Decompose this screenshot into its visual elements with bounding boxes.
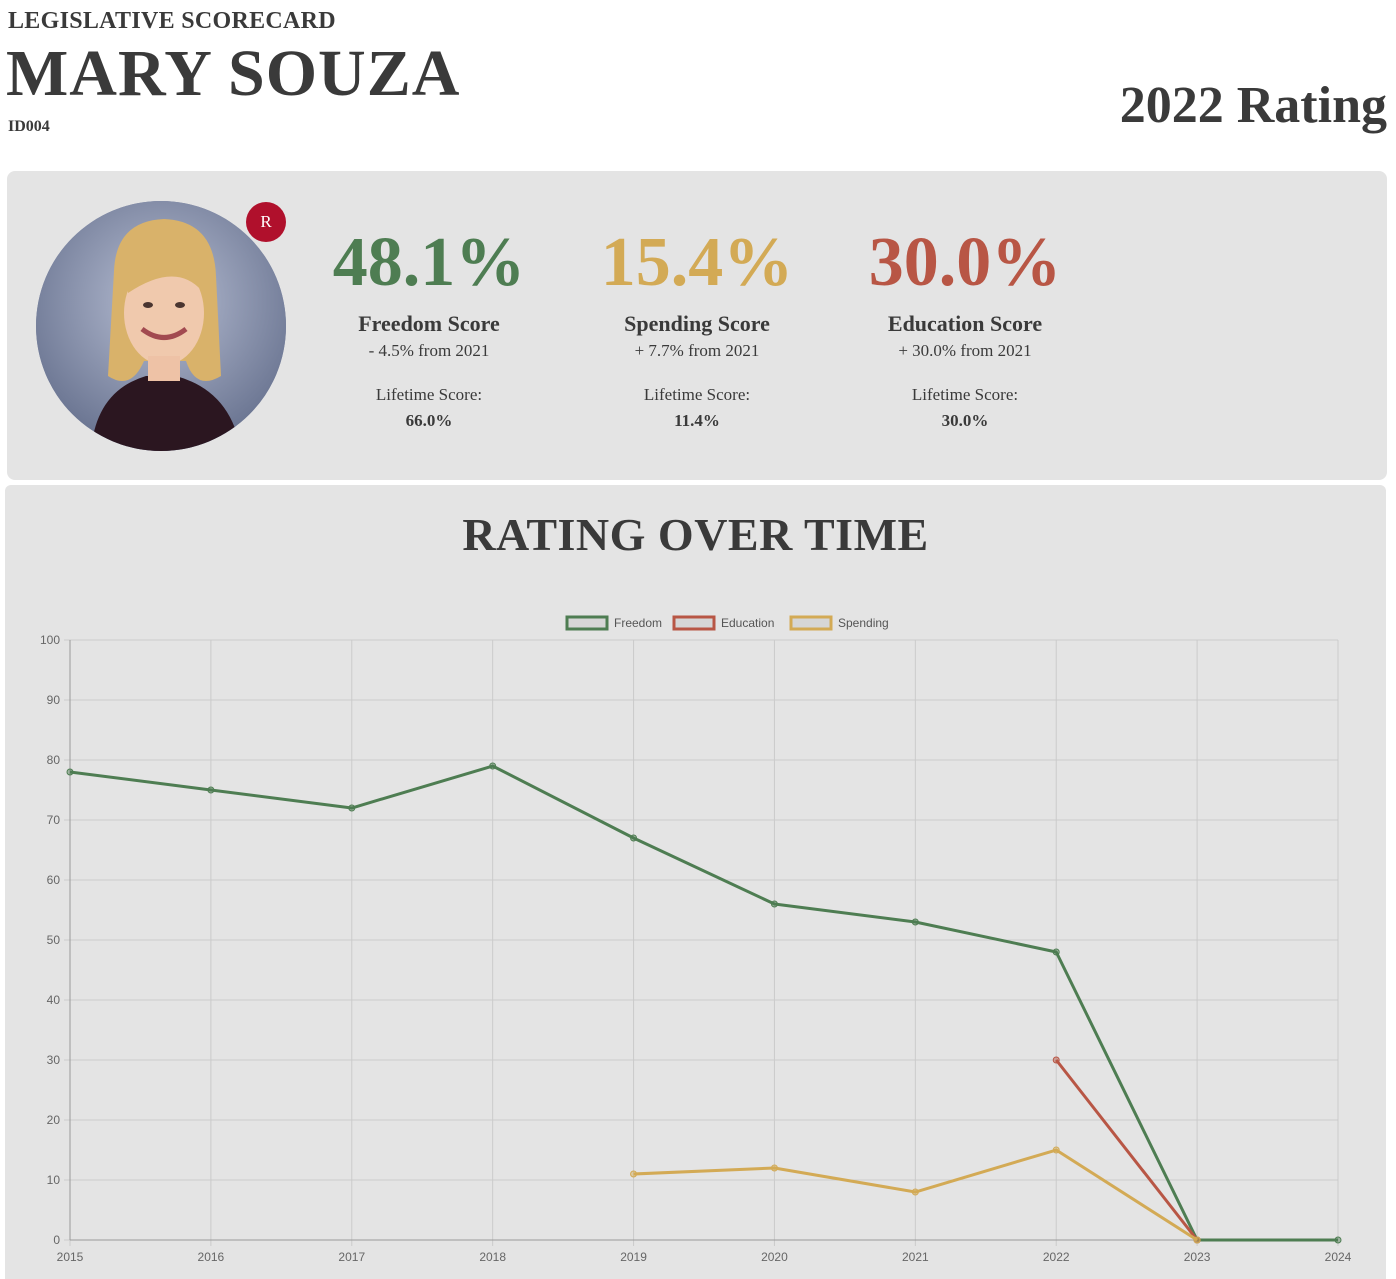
x-tick-label: 2015 — [57, 1250, 84, 1264]
spending-lifetime-label: Lifetime Score: — [643, 385, 751, 404]
education-score-value: 30.0% — [868, 224, 1062, 301]
x-tick-label: 2019 — [620, 1250, 647, 1264]
y-tick-label: 100 — [40, 633, 60, 647]
data-point — [1052, 948, 1060, 956]
x-tick-label: 2021 — [902, 1250, 929, 1264]
data-point — [348, 804, 356, 812]
education-lifetime-value: 30.0% — [941, 411, 989, 430]
data-point — [1193, 1236, 1201, 1244]
legend-swatch — [565, 615, 609, 631]
x-tick-label: 2022 — [1043, 1250, 1070, 1264]
series-line — [633, 1148, 1198, 1242]
party-badge: R — [246, 202, 286, 242]
data-point — [1052, 1056, 1060, 1064]
data-point — [630, 1170, 638, 1178]
y-tick-label: 50 — [47, 933, 61, 947]
rating-over-time-panel: RATING OVER TIME 0 10 20 30 40 50 60 70 80 90 100 2… — [5, 485, 1386, 1279]
x-tick-label: 2018 — [479, 1250, 506, 1264]
spending-score-change: + 7.7% from 2021 — [634, 341, 760, 360]
y-tick-label: 90 — [47, 693, 61, 707]
freedom-lifetime-label: Lifetime Score: — [375, 385, 483, 404]
series-line — [1055, 1059, 1199, 1241]
data-point — [207, 786, 215, 794]
x-tick-label: 2016 — [198, 1250, 225, 1264]
y-tick-label: 60 — [47, 873, 61, 887]
data-point — [630, 834, 638, 842]
data-point — [66, 768, 74, 776]
education-score-label: Education Score — [887, 311, 1043, 336]
education-lifetime-label: Lifetime Score: — [911, 385, 1019, 404]
y-tick-label: 70 — [47, 813, 61, 827]
data-point — [770, 900, 778, 908]
rating-line-chart: 0 10 20 30 40 50 60 70 80 90 100 2015 2016 2017 2018 20… — [40, 615, 1352, 1264]
legend-label: Freedom — [614, 616, 662, 630]
series-line — [69, 764, 1338, 1242]
y-tick-label: 10 — [47, 1173, 61, 1187]
freedom-score-change: - 4.5% from 2021 — [368, 341, 490, 360]
data-point — [1334, 1236, 1342, 1244]
portrait-image — [36, 201, 286, 451]
y-tick-label: 80 — [47, 753, 61, 767]
x-tick-label: 2024 — [1325, 1250, 1352, 1264]
y-tick-label: 20 — [47, 1113, 61, 1127]
data-point — [770, 1164, 778, 1172]
district-code: ID004 — [8, 118, 50, 135]
legend-label: Education — [721, 616, 774, 630]
legend-swatch — [789, 615, 833, 631]
y-tick-label: 40 — [47, 993, 61, 1007]
x-tick-label: 2017 — [338, 1250, 365, 1264]
x-tick-label: 2020 — [761, 1250, 788, 1264]
y-tick-label: 30 — [47, 1053, 61, 1067]
rating-year-title: 2022 Rating — [1119, 77, 1387, 134]
data-point — [489, 762, 497, 770]
legend-label: Spending — [838, 616, 889, 630]
y-tick-label: 0 — [53, 1233, 60, 1247]
data-point — [1052, 1146, 1060, 1154]
legend-swatch — [672, 615, 716, 631]
spending-score-card: 15.4% Spending Score + 7.7% from 2021 Li… — [567, 221, 827, 432]
chart-heading: RATING OVER TIME — [462, 509, 929, 560]
spending-lifetime-value: 11.4% — [674, 411, 720, 430]
legislator-name: MARY SOUZA — [6, 37, 461, 110]
freedom-lifetime-value: 66.0% — [405, 411, 453, 430]
legislator-portrait — [36, 201, 286, 451]
freedom-score-label: Freedom Score — [358, 311, 500, 336]
education-score-change: + 30.0% from 2021 — [898, 341, 1032, 360]
education-score-card: 30.0% Education Score + 30.0% from 2021 … — [835, 221, 1095, 432]
x-tick-label: 2023 — [1184, 1250, 1211, 1264]
spending-score-value: 15.4% — [600, 224, 794, 301]
data-point — [911, 918, 919, 926]
spending-score-label: Spending Score — [624, 311, 770, 336]
scorecard-eyebrow: LEGISLATIVE SCORECARD — [8, 8, 336, 34]
data-point — [911, 1188, 919, 1196]
freedom-score-card: 48.1% Freedom Score - 4.5% from 2021 Lif… — [299, 221, 559, 432]
score-summary-panel: R 48.1% Freedom Score - 4.5% from 2021 L… — [7, 171, 1387, 480]
freedom-score-value: 48.1% — [332, 224, 526, 301]
